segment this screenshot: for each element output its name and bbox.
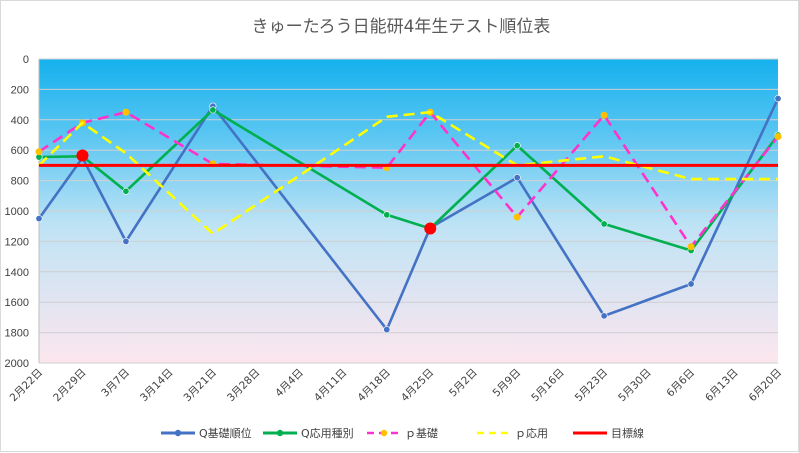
x-tick-label: 3月21日	[181, 367, 219, 405]
series-2	[35, 108, 782, 251]
x-tick-label: 4月25日	[399, 367, 437, 405]
y-tick-label: 800	[11, 176, 29, 188]
data-point	[774, 133, 782, 141]
series-3	[38, 110, 778, 236]
y-tick-label: 0	[23, 54, 29, 66]
series-0	[35, 95, 782, 334]
highlight-layer	[76, 149, 437, 235]
x-tick-label: 5月2日	[447, 367, 480, 400]
data-point	[600, 220, 608, 228]
legend-label: ｐ応用	[515, 426, 548, 440]
series-line	[38, 110, 780, 248]
x-tick-label: 2月29日	[51, 367, 89, 405]
data-point	[383, 211, 391, 219]
x-tick-label: 6月6日	[664, 367, 697, 400]
x-axis: 2月22日 2月29日 3月7日 3月14日 3月21日 3月28日 4月4日 4月11日 4月…	[8, 367, 785, 405]
x-tick-label: 4月11日	[312, 367, 350, 405]
data-point	[35, 148, 43, 156]
x-tick-label: 5月23日	[573, 367, 611, 405]
y-tick-label: 400	[11, 115, 29, 127]
data-point	[513, 142, 521, 150]
x-tick-label: 2月22日	[8, 367, 46, 405]
x-tick-label: 6月20日	[747, 367, 785, 405]
y-axis: 0 200 400 600 800 1000 1200 1400 1600 1800 2000	[5, 54, 40, 370]
x-tick-label: 5月16日	[529, 367, 567, 405]
y-tick-label: 1800	[5, 328, 29, 340]
legend-label: Q基礎順位	[199, 426, 252, 440]
highlight-point	[424, 222, 437, 235]
y-tick-label: 1000	[5, 206, 29, 218]
y-tick-label: 1600	[5, 297, 29, 309]
y-tick-label: 2000	[5, 358, 29, 370]
data-point	[122, 187, 130, 195]
legend-item: Q基礎順位	[161, 426, 252, 440]
legend-label: 目標線	[611, 426, 644, 440]
legend-label: Q応用種別	[301, 426, 354, 440]
y-tick-label: 200	[11, 84, 29, 96]
data-point	[122, 108, 130, 116]
x-tick-label: 6月13日	[703, 367, 741, 405]
data-point	[35, 215, 43, 223]
data-point	[774, 95, 782, 103]
data-point	[513, 174, 521, 182]
data-point	[600, 312, 608, 320]
x-tick-label: 5月30日	[616, 367, 654, 405]
highlight-point	[76, 149, 89, 162]
legend-label: ｐ基礎	[405, 427, 438, 440]
gridlines	[39, 58, 778, 364]
data-point	[209, 106, 217, 114]
y-tick-label: 1400	[5, 267, 29, 279]
data-point	[383, 326, 391, 334]
legend-item: ｐ基礎	[367, 427, 438, 440]
series-line	[38, 110, 778, 236]
x-tick-label: 4月4日	[273, 367, 306, 400]
series-line	[38, 108, 780, 252]
chart-title: きゅーたろう日能研4年生テスト順位表	[252, 17, 551, 37]
legend-marker	[380, 429, 388, 437]
legend-marker	[174, 429, 182, 437]
x-tick-label: 3月28日	[225, 367, 263, 405]
data-point	[513, 213, 521, 221]
legend-item: ｐ応用	[477, 426, 548, 440]
series-line	[37, 97, 780, 331]
x-tick-label: 3月7日	[99, 367, 132, 400]
y-tick-label: 1200	[5, 236, 29, 248]
series-layer	[35, 95, 782, 334]
legend-item: Q応用種別	[263, 426, 354, 440]
legend-marker	[276, 429, 284, 437]
x-tick-label: 4月18日	[355, 367, 393, 405]
x-tick-label: 3月14日	[138, 367, 176, 405]
data-point	[687, 243, 695, 251]
x-tick-label: 5月9日	[491, 367, 524, 400]
y-tick-label: 600	[11, 145, 29, 157]
data-point	[687, 280, 695, 288]
data-point	[122, 237, 130, 245]
legend-item: 目標線	[573, 426, 644, 440]
legend: Q基礎順位 Q応用種別 ｐ基礎 ｐ応用 目標線	[161, 426, 644, 440]
data-point	[600, 111, 608, 119]
